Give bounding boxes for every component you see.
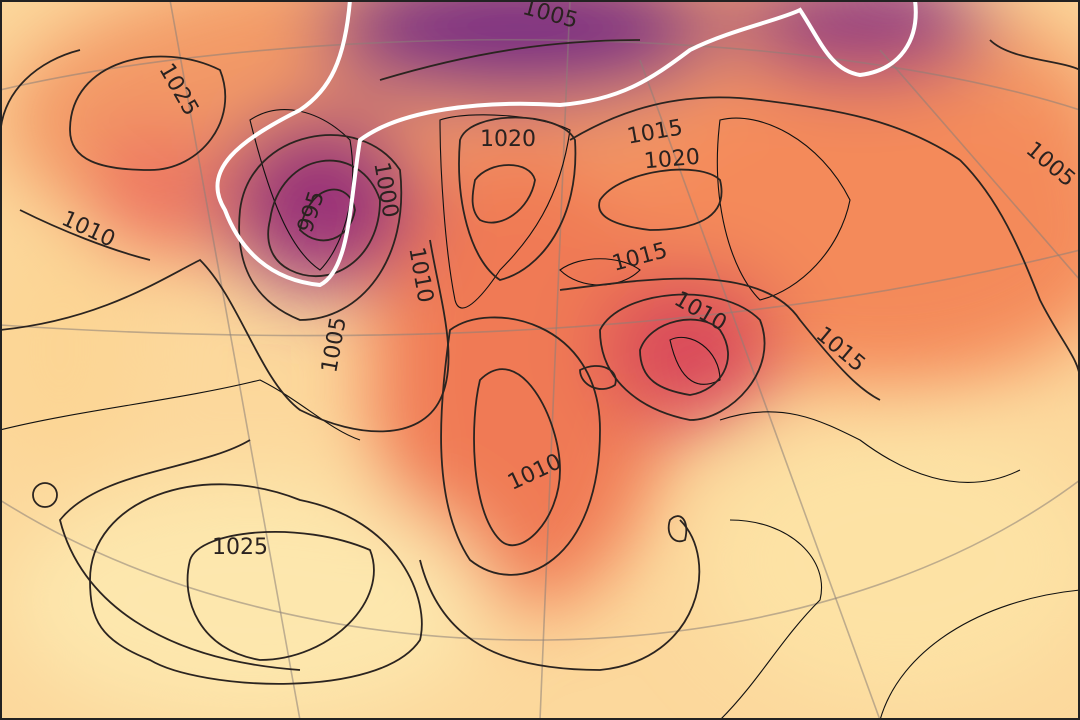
contour-label: 1020 (643, 145, 701, 175)
contour-label: 1025 (212, 535, 268, 560)
highlight-contour (215, 0, 918, 288)
contour-label: 1020 (480, 127, 536, 152)
isobars (0, 39, 1080, 685)
